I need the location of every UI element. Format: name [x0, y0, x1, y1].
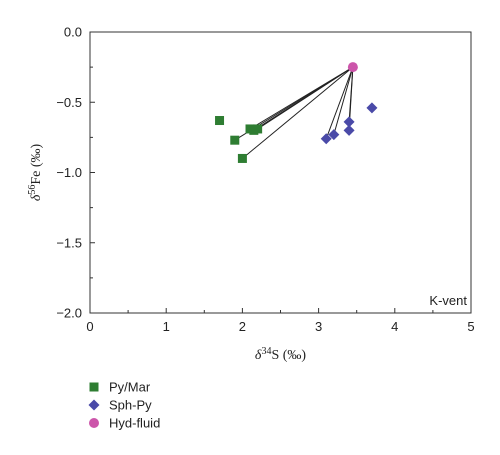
x-tick-label: 3: [315, 319, 322, 334]
data-points: [215, 62, 378, 163]
tie-line: [249, 66, 354, 130]
tie-line: [325, 66, 354, 139]
y-axis-title-prefix: δ: [29, 194, 44, 201]
y-tick-label: −1.0: [56, 165, 82, 180]
legend-marker: [89, 382, 99, 392]
panel-label: K-vent: [429, 293, 467, 308]
legend-marker: [89, 418, 99, 428]
data-point: [253, 124, 263, 134]
x-tick-label: 1: [163, 319, 170, 334]
x-tick-label: 2: [239, 319, 246, 334]
data-point: [347, 62, 358, 73]
plot-frame: [89, 31, 472, 314]
x-axis-title-prefix: δ: [255, 348, 262, 363]
x-axis-title: δ34S (‰): [255, 346, 306, 364]
tie-line: [333, 66, 354, 135]
y-axis-title-main: Fe (‰): [29, 143, 44, 184]
y-tick-label: −1.5: [56, 235, 82, 250]
y-axis-title: δ56Fe (‰): [27, 143, 45, 201]
legend-label: Py/Mar: [109, 380, 151, 395]
y-tick-label: −2.0: [56, 306, 82, 321]
data-point: [237, 153, 247, 163]
y-tick-label: −0.5: [56, 95, 82, 110]
x-tick-label: 0: [86, 319, 93, 334]
legend-label: Hyd-fluid: [109, 416, 160, 431]
tie-lines: [234, 66, 354, 159]
tie-line: [242, 66, 354, 159]
data-point: [343, 124, 355, 136]
y-tick-label: 0.0: [64, 25, 82, 40]
data-point: [366, 102, 378, 114]
y-axis: 0.0 −0.5 −1.0 −1.5 −2.0: [56, 25, 95, 321]
data-point: [215, 116, 225, 126]
x-tick-label: 4: [391, 319, 398, 334]
legend-marker: [88, 399, 100, 411]
legend-label: Sph-Py: [109, 398, 152, 413]
data-point: [343, 116, 355, 128]
x-axis-title-main: S (‰): [271, 348, 306, 363]
data-point: [328, 129, 340, 141]
x-axis-title-sup: 34: [261, 346, 271, 357]
x-axis: 0 1 2 3 4 5: [86, 308, 475, 334]
y-axis-title-sup: 56: [27, 185, 38, 195]
tie-line: [257, 66, 354, 130]
x-tick-label: 5: [467, 319, 474, 334]
data-point: [230, 135, 240, 145]
data-point: [320, 133, 332, 145]
legend: Py/Mar Sph-Py Hyd-fluid: [88, 380, 160, 431]
